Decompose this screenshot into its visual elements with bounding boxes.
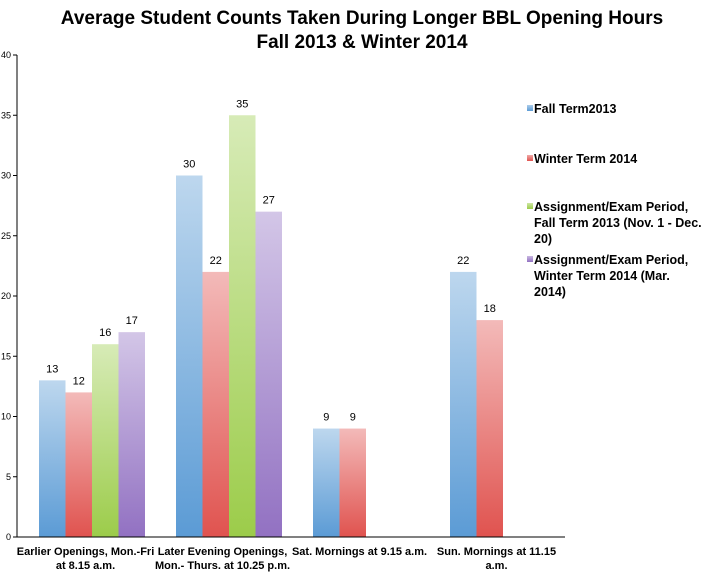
- legend-item: Winter Term 2014: [527, 151, 722, 167]
- bar: [39, 380, 66, 537]
- data-label: 9: [350, 412, 356, 424]
- bar: [339, 428, 366, 537]
- legend-label: Fall Term 2013 (Nov. 1 - Dec.: [534, 216, 702, 230]
- data-label: 30: [183, 159, 195, 171]
- bar: [92, 344, 119, 537]
- y-tick-label: 10: [1, 412, 11, 422]
- legend-label: 20): [534, 232, 553, 246]
- y-tick-label: 5: [6, 472, 11, 482]
- y-axis: 0 5 10 15 20 25 30 35 40: [1, 50, 18, 542]
- data-label: 18: [484, 303, 496, 315]
- data-label: 12: [73, 375, 85, 387]
- bars: 13 12 16 17 30 22 35 27 9 9 22 18: [39, 98, 503, 537]
- data-label: 35: [236, 98, 248, 110]
- y-tick-label: 40: [1, 50, 11, 60]
- data-label: 17: [126, 315, 138, 327]
- legend-swatch: [527, 203, 533, 209]
- bar: [176, 175, 203, 537]
- bar: [202, 271, 229, 537]
- data-label: 16: [99, 327, 111, 339]
- y-tick-label: 25: [1, 231, 11, 241]
- x-category-label: Later Evening Openings,: [158, 546, 288, 558]
- x-category-label: Sat. Mornings at 9.15 a.m.: [292, 546, 427, 558]
- bar: [229, 115, 256, 537]
- legend-label: Assignment/Exam Period,: [534, 200, 689, 214]
- legend-swatch: [527, 105, 533, 111]
- y-tick-label: 20: [1, 291, 11, 301]
- bar: [450, 271, 477, 537]
- chart-subtitle: Fall 2013 & Winter 2014: [256, 32, 468, 53]
- legend-item: Fall Term2013: [527, 101, 722, 117]
- bar: [118, 332, 145, 537]
- x-category-label: Earlier Openings, Mon.-Fri: [17, 546, 155, 558]
- x-axis: Earlier Openings, Mon.-Fri at 8.15 a.m. La…: [17, 536, 565, 572]
- legend-label: Assignment/Exam Period,: [534, 253, 689, 267]
- data-label: 13: [46, 363, 58, 375]
- bar: [65, 392, 92, 537]
- legend-item: Assignment/Exam Period, Winter Term 2014 …: [527, 252, 722, 300]
- data-label: 27: [263, 195, 275, 207]
- y-tick-label: 30: [1, 171, 11, 181]
- legend-item: Assignment/Exam Period, Fall Term 2013 (N…: [527, 199, 722, 247]
- x-category-label: Sun. Mornings at 11.15: [437, 546, 556, 558]
- bar: [255, 211, 282, 537]
- y-tick-label: 35: [1, 110, 11, 120]
- bar: [313, 428, 340, 537]
- y-tick-label: 0: [6, 532, 11, 542]
- x-category-label: a.m.: [485, 560, 507, 572]
- legend-label: Fall Term2013: [534, 102, 617, 116]
- legend-label: Winter Term 2014 (Mar.: [534, 269, 670, 283]
- legend-swatch: [527, 155, 533, 161]
- bar: [476, 320, 503, 537]
- legend-label: Winter Term 2014: [534, 152, 638, 166]
- data-label: 22: [210, 255, 222, 267]
- data-label: 9: [323, 412, 329, 424]
- x-category-label: Mon.- Thurs. at 10.25 p.m.: [155, 560, 290, 572]
- chart-title: Average Student Counts Taken During Long…: [60, 8, 664, 29]
- legend-swatch: [527, 256, 533, 262]
- y-tick-label: 15: [1, 351, 11, 361]
- data-label: 22: [457, 255, 469, 267]
- x-category-label: at 8.15 a.m.: [56, 560, 115, 572]
- legend-label: 2014): [534, 285, 566, 299]
